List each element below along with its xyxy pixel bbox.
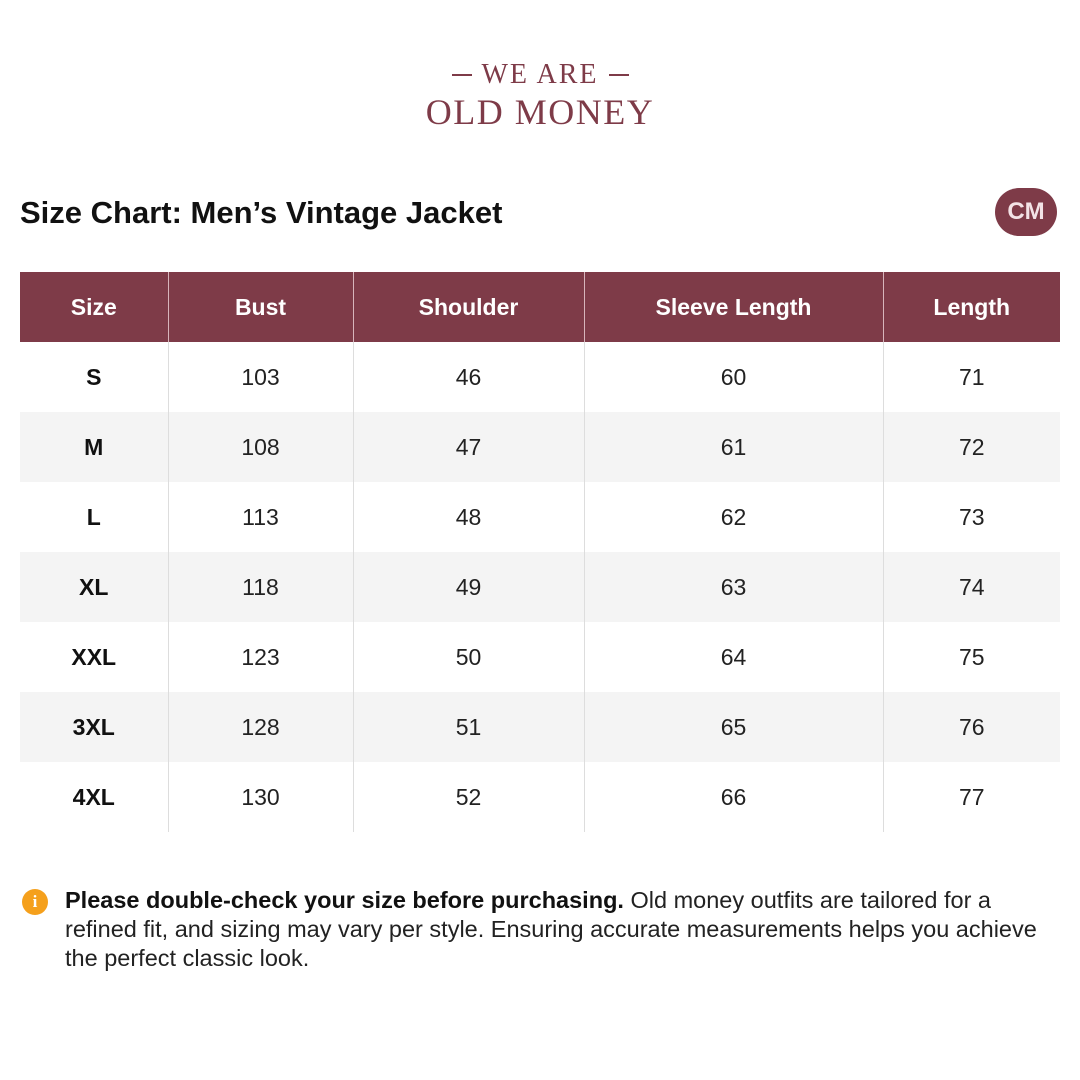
notice-bold: Please double-check your size before pur… — [65, 887, 624, 913]
logo-dash-right — [608, 74, 629, 76]
table-row: M 108 47 61 72 — [20, 412, 1060, 482]
column-header-length: Length — [882, 272, 1060, 342]
notice-text: Please double-check your size before pur… — [65, 886, 1055, 973]
page-title: Size Chart: Men’s Vintage Jacket — [20, 195, 503, 230]
sleeve-length-cell: 64 — [583, 622, 883, 692]
shoulder-cell: 52 — [352, 762, 584, 832]
size-cell: XL — [20, 552, 168, 622]
size-chart-table: Size Bust Shoulder Sleeve Length Length … — [20, 272, 1060, 832]
length-cell: 75 — [882, 622, 1060, 692]
brand-logo: WE ARE OLD MONEY — [0, 58, 1080, 132]
sleeve-length-cell: 60 — [583, 342, 883, 412]
brand-line-1: WE ARE — [481, 59, 599, 90]
column-header-sleeve-length: Sleeve Length — [583, 272, 883, 342]
size-cell: S — [86, 363, 102, 390]
bust-cell: 118 — [167, 552, 353, 622]
size-cell: M — [20, 412, 168, 482]
length-cell: 76 — [882, 692, 1060, 762]
size-cell: 4XL — [72, 783, 115, 810]
table-header-row: Size Bust Shoulder Sleeve Length Length — [20, 272, 1060, 342]
shoulder-cell: 48 — [352, 482, 584, 552]
column-header-bust: Bust — [167, 272, 353, 342]
table-row: XL 118 49 63 74 — [20, 552, 1060, 622]
brand-line-2: OLD MONEY — [425, 92, 655, 132]
length-cell: 77 — [882, 762, 1060, 832]
shoulder-cell: 47 — [352, 412, 584, 482]
logo-dash-left — [451, 74, 472, 76]
column-header-shoulder: Shoulder — [352, 272, 584, 342]
shoulder-cell: 50 — [352, 622, 584, 692]
brand-logo-top: WE ARE — [0, 58, 1080, 92]
column-header-size: Size — [20, 272, 168, 342]
bust-cell: 128 — [167, 692, 353, 762]
bust-cell: 130 — [167, 762, 353, 832]
length-cell: 73 — [882, 482, 1060, 552]
table-row: S 103 46 60 71 — [20, 342, 1060, 412]
sleeve-length-cell: 63 — [583, 552, 883, 622]
sleeve-length-cell: 66 — [583, 762, 883, 832]
shoulder-cell: 51 — [352, 692, 584, 762]
length-cell: 74 — [882, 552, 1060, 622]
size-cell: 3XL — [20, 692, 168, 762]
bust-cell: 108 — [167, 412, 353, 482]
table-row: 3XL 128 51 65 76 — [20, 692, 1060, 762]
shoulder-cell: 49 — [352, 552, 584, 622]
bust-cell: 103 — [167, 342, 353, 412]
unit-badge[interactable]: CM — [995, 188, 1057, 236]
length-cell: 72 — [882, 412, 1060, 482]
table-row: 4XL 130 52 66 77 — [20, 762, 1060, 832]
bust-cell: 113 — [167, 482, 353, 552]
length-cell: 71 — [882, 342, 1060, 412]
size-notice: i Please double-check your size before p… — [22, 886, 1062, 973]
sleeve-length-cell: 65 — [583, 692, 883, 762]
notice-body: Old money outfits are tailored for a ref… — [65, 887, 1037, 971]
size-cell: XXL — [71, 643, 117, 670]
table-row: XXL 123 50 64 75 — [20, 622, 1060, 692]
shoulder-cell: 46 — [352, 342, 584, 412]
sleeve-length-cell: 61 — [583, 412, 883, 482]
info-icon: i — [22, 889, 48, 915]
table-row: L 113 48 62 73 — [20, 482, 1060, 552]
size-cell: L — [86, 503, 101, 530]
bust-cell: 123 — [167, 622, 353, 692]
sleeve-length-cell: 62 — [583, 482, 883, 552]
